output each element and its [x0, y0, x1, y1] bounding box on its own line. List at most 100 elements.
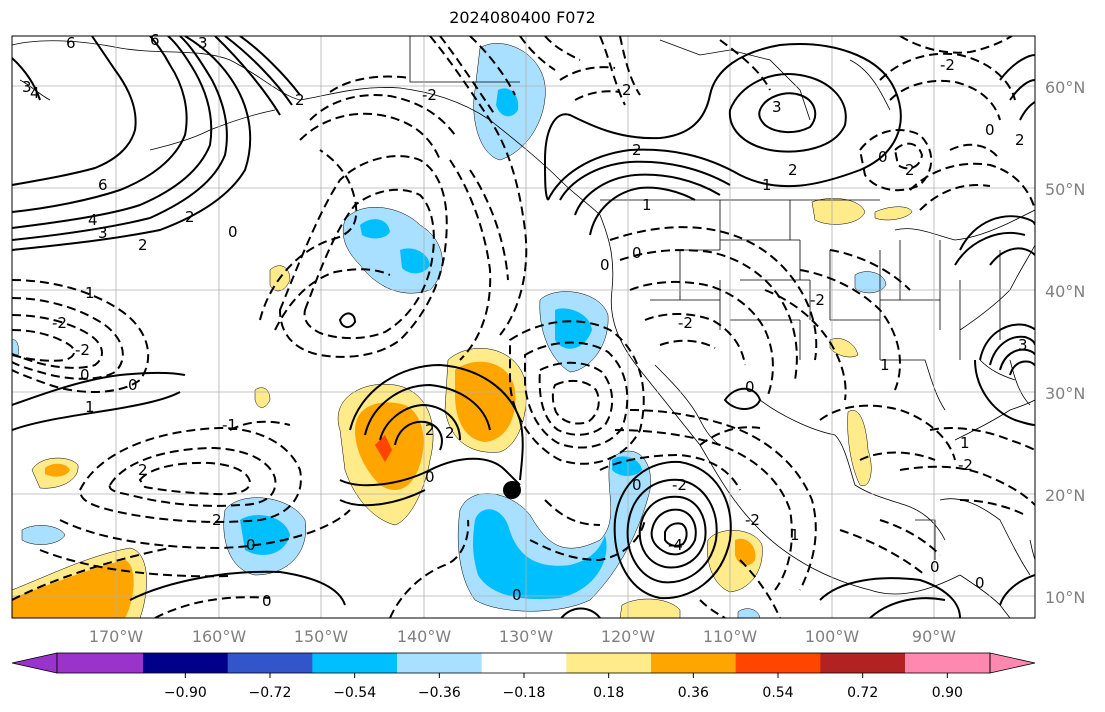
svg-text:1: 1 [85, 398, 95, 416]
svg-text:3: 3 [198, 34, 208, 52]
colorbar-segment [312, 653, 398, 673]
svg-text:-4: -4 [668, 536, 683, 554]
svg-text:2: 2 [445, 424, 455, 442]
svg-text:2: 2 [425, 421, 435, 439]
coastlines [12, 36, 1035, 618]
longitude-labels: 170°W 160°W 150°W 140°W 130°W 120°W 110°… [89, 627, 956, 646]
lon-label: 130°W [499, 627, 554, 646]
svg-text:-2: -2 [672, 476, 687, 494]
svg-text:-2: -2 [745, 511, 760, 529]
svg-text:1: 1 [960, 434, 970, 452]
svg-text:0: 0 [246, 536, 256, 554]
svg-text:0: 0 [632, 244, 642, 262]
svg-text:0: 0 [878, 148, 888, 166]
svg-text:0: 0 [128, 376, 138, 394]
lon-label: 170°W [89, 627, 144, 646]
colorbar-extend-low [11, 652, 58, 674]
colorbar-segment [735, 653, 821, 673]
svg-text:-2: -2 [52, 314, 67, 332]
svg-text:0: 0 [512, 586, 522, 604]
lon-label: 110°W [703, 627, 758, 646]
colorbar-segment [227, 653, 313, 673]
svg-text:0: 0 [632, 476, 642, 494]
svg-text:1: 1 [790, 526, 800, 544]
svg-text:2: 2 [1015, 131, 1025, 149]
svg-text:-2: -2 [958, 456, 973, 474]
svg-text:1: 1 [642, 196, 652, 214]
svg-text:0: 0 [425, 468, 435, 486]
svg-text:6: 6 [98, 176, 108, 194]
svg-text:2: 2 [788, 161, 798, 179]
svg-text:3: 3 [772, 98, 782, 116]
svg-text:2: 2 [295, 91, 305, 109]
colorbar-segment [905, 653, 990, 673]
colorbar-tick-label: −0.90 [164, 685, 207, 701]
colorbar-tick-label: −0.36 [418, 685, 461, 701]
lon-label: 150°W [294, 627, 349, 646]
svg-text:2: 2 [185, 208, 195, 226]
map-title: 2024080400 F072 [449, 8, 596, 27]
svg-text:0: 0 [930, 558, 940, 576]
svg-text:2: 2 [138, 461, 148, 479]
colorbar-tick-label: 0.72 [847, 685, 878, 701]
location-marker [503, 481, 521, 499]
colorbar-segment [566, 653, 652, 673]
svg-text:6: 6 [66, 34, 76, 52]
svg-text:6: 6 [150, 31, 160, 49]
map-frame [11, 35, 1036, 619]
positive-contours [12, 36, 1035, 618]
contour-labels: 6 4 3 2 0 2 1 -2 -2 0 0 1 -1 2 2 0 0 0 2… [22, 31, 1028, 610]
lon-label: 90°W [912, 627, 956, 646]
lon-label: 160°W [192, 627, 247, 646]
colorbar-tick-label: 0.54 [762, 685, 793, 701]
colorbar: −0.90 −0.72 −0.54 −0.36 −0.18 0.18 0.36 0.54 0.7… [11, 652, 1036, 701]
lat-label: 40°N [1045, 282, 1085, 301]
svg-text:2: 2 [622, 81, 632, 99]
svg-text:0: 0 [745, 378, 755, 396]
svg-text:0: 0 [600, 256, 610, 274]
svg-text:0: 0 [228, 223, 238, 241]
svg-text:0: 0 [262, 592, 272, 610]
negative-contours [12, 36, 1035, 618]
colorbar-tick-label: 0.36 [678, 685, 709, 701]
svg-text:1: 1 [762, 176, 772, 194]
svg-text:4: 4 [88, 211, 98, 229]
svg-text:0: 0 [80, 366, 90, 384]
lat-label: 20°N [1045, 486, 1085, 505]
lat-label: 30°N [1045, 384, 1085, 403]
colorbar-segment [820, 653, 906, 673]
svg-text:3: 3 [98, 224, 108, 242]
svg-text:-2: -2 [678, 314, 693, 332]
colorbar-tick-label: −0.54 [333, 685, 376, 701]
colorbar-segment [481, 653, 567, 673]
svg-text:3: 3 [22, 78, 32, 96]
svg-text:2: 2 [905, 161, 915, 179]
latitude-labels: 60°N 50°N 40°N 30°N 20°N 10°N [1045, 78, 1085, 607]
svg-text:1: 1 [85, 284, 95, 302]
colorbar-tick-label: 0.18 [593, 685, 624, 701]
svg-text:2: 2 [212, 511, 222, 529]
colorbar-tick-label: −0.18 [503, 685, 546, 701]
lat-label: 50°N [1045, 180, 1085, 199]
svg-text:4: 4 [30, 84, 40, 102]
lon-label: 100°W [805, 627, 860, 646]
colorbar-segment [57, 653, 143, 673]
colorbar-tick-label: −0.72 [249, 685, 292, 701]
colorbar-segment [397, 653, 483, 673]
lon-label: 140°W [397, 627, 452, 646]
colorbar-segment [651, 653, 737, 673]
svg-text:2: 2 [138, 236, 148, 254]
svg-text:-2: -2 [422, 86, 437, 104]
lat-label: 60°N [1045, 78, 1085, 97]
svg-text:-1: -1 [222, 416, 237, 434]
svg-text:-2: -2 [75, 341, 90, 359]
colorbar-segment [143, 653, 229, 673]
colorbar-tick-label: 0.90 [932, 685, 963, 701]
svg-text:1: 1 [880, 356, 890, 374]
svg-text:2: 2 [632, 141, 642, 159]
svg-text:0: 0 [975, 574, 985, 592]
svg-text:3: 3 [1018, 336, 1028, 354]
colorbar-extend-high [989, 652, 1036, 674]
svg-text:-2: -2 [940, 56, 955, 74]
